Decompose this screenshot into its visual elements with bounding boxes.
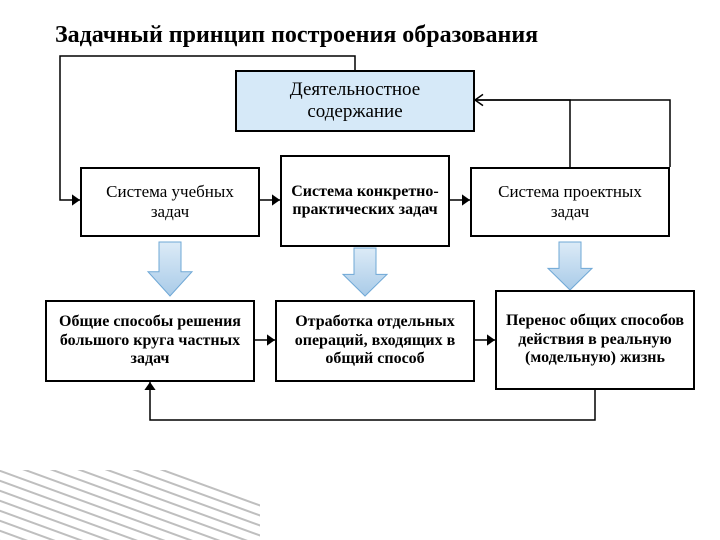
node-general-methods: Общие способы решения большого круга час… xyxy=(45,300,255,382)
node-label: Система проектных задач xyxy=(478,182,662,221)
node-activity-content: Деятельностное содержание xyxy=(235,70,475,132)
node-label: Отработка отдельных операций, входящих в… xyxy=(283,313,467,368)
node-label: Перенос общих способов действия в реальн… xyxy=(503,312,687,367)
node-transfer-real-life: Перенос общих способов действия в реальн… xyxy=(495,290,695,390)
node-project-tasks: Система проектных задач xyxy=(470,167,670,237)
diagram-title: Задачный принцип построения образования xyxy=(55,22,538,49)
decorative-hatch xyxy=(0,470,260,540)
diagram-stage: { "title": {"text":"Задачный принцип пос… xyxy=(0,0,720,540)
node-label: Система конкретно-практических задач xyxy=(288,183,442,220)
node-educational-tasks: Система учебных задач xyxy=(80,167,260,237)
diagram-title-text: Задачный принцип построения образования xyxy=(55,22,538,48)
node-label: Система учебных задач xyxy=(88,182,252,221)
node-practical-tasks: Система конкретно-практических задач xyxy=(280,155,450,247)
node-label: Деятельностное содержание xyxy=(243,79,467,123)
node-operations-practice: Отработка отдельных операций, входящих в… xyxy=(275,300,475,382)
node-label: Общие способы решения большого круга час… xyxy=(53,313,247,368)
